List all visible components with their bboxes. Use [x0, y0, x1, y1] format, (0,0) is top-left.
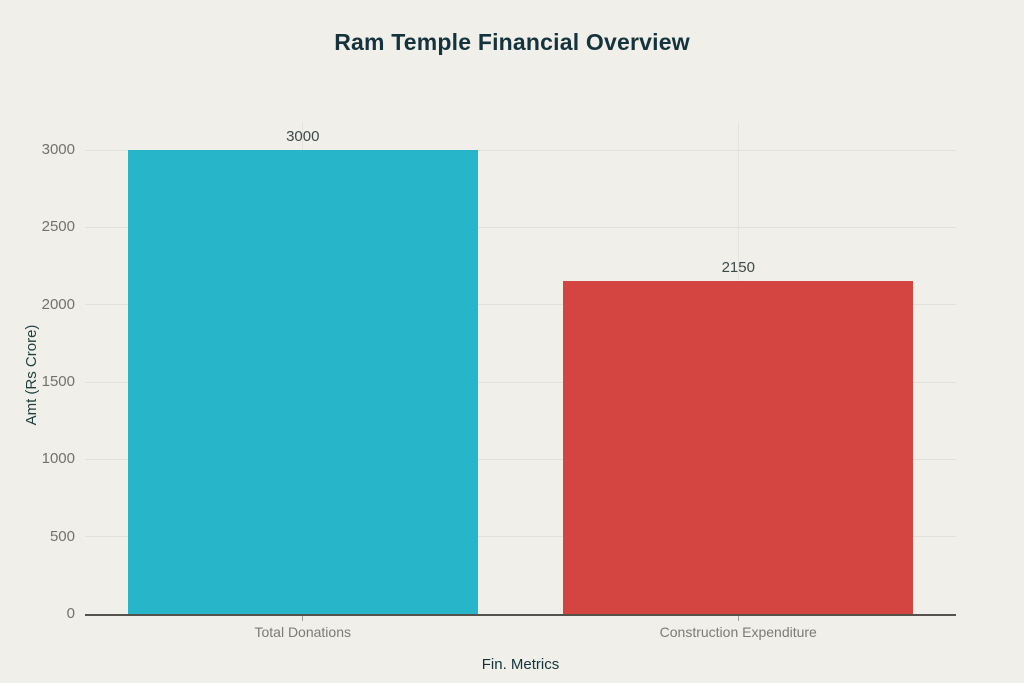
y-tick-label: 2000 — [41, 295, 75, 313]
y-tick-label: 3000 — [41, 141, 75, 158]
horizontal-gridline — [85, 536, 956, 538]
y-tick-label: 500 — [49, 527, 75, 545]
x-tick-mark — [302, 616, 304, 621]
x-category-label: Construction Expenditure — [659, 624, 817, 640]
y-tick-label: 1000 — [41, 450, 75, 468]
chart-title: Ram Temple Financial Overview — [334, 29, 690, 55]
horizontal-gridline — [85, 226, 956, 228]
horizontal-gridline — [85, 458, 956, 460]
x-tick-mark — [737, 616, 739, 621]
bar-value-label: 2150 — [721, 259, 755, 277]
y-tick-label: 0 — [66, 605, 75, 622]
horizontal-gridline — [85, 381, 956, 383]
horizontal-gridline — [85, 149, 956, 151]
y-tick-label: 2500 — [41, 218, 75, 236]
bar-value-label: 3000 — [286, 128, 320, 145]
bar-construction-expenditure — [563, 281, 914, 614]
plot-area: Amt (Rs Crore) 0 500 1000 1500 2000 2500 3000 3… — [23, 122, 956, 640]
horizontal-gridline — [85, 304, 956, 306]
y-tick-label: 1500 — [41, 373, 75, 390]
x-category-label: Total Donations — [254, 624, 351, 640]
bar-total-donations — [127, 150, 478, 614]
x-axis-title: Fin. Metrics — [481, 656, 560, 673]
